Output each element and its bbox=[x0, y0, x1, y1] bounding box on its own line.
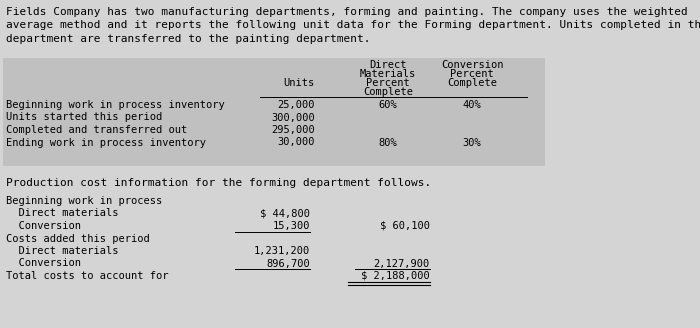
Text: Completed and transferred out: Completed and transferred out bbox=[6, 125, 188, 135]
Text: Direct: Direct bbox=[370, 60, 407, 70]
Text: Complete: Complete bbox=[447, 78, 497, 88]
Text: Materials: Materials bbox=[360, 69, 416, 79]
Text: 60%: 60% bbox=[379, 100, 398, 110]
Text: 1,231,200: 1,231,200 bbox=[253, 246, 310, 256]
Text: 15,300: 15,300 bbox=[272, 221, 310, 231]
Text: Conversion: Conversion bbox=[441, 60, 503, 70]
Text: Beginning work in process: Beginning work in process bbox=[6, 196, 162, 206]
Text: Complete: Complete bbox=[363, 87, 413, 97]
Text: 30,000: 30,000 bbox=[277, 137, 315, 148]
Text: $ 60,100: $ 60,100 bbox=[380, 221, 430, 231]
Text: Conversion: Conversion bbox=[6, 258, 81, 269]
Text: Direct materials: Direct materials bbox=[6, 246, 118, 256]
Text: 25,000: 25,000 bbox=[277, 100, 315, 110]
Text: $ 2,188,000: $ 2,188,000 bbox=[361, 271, 430, 281]
Text: Beginning work in process inventory: Beginning work in process inventory bbox=[6, 100, 225, 110]
Text: 300,000: 300,000 bbox=[272, 113, 315, 122]
Text: Total costs to account for: Total costs to account for bbox=[6, 271, 169, 281]
Text: average method and it reports the following unit data for the Forming department: average method and it reports the follow… bbox=[6, 20, 700, 31]
Text: 40%: 40% bbox=[463, 100, 482, 110]
Text: 80%: 80% bbox=[379, 137, 398, 148]
Text: $ 44,800: $ 44,800 bbox=[260, 209, 310, 218]
Text: department are transferred to the painting department.: department are transferred to the painti… bbox=[6, 34, 370, 44]
Text: 896,700: 896,700 bbox=[266, 258, 310, 269]
Text: Units started this period: Units started this period bbox=[6, 113, 162, 122]
Bar bbox=[3, 58, 545, 166]
Text: Fields Company has two manufacturing departments, forming and painting. The comp: Fields Company has two manufacturing dep… bbox=[6, 7, 687, 17]
Text: Ending work in process inventory: Ending work in process inventory bbox=[6, 137, 206, 148]
Text: Percent: Percent bbox=[450, 69, 494, 79]
Text: Percent: Percent bbox=[366, 78, 410, 88]
Text: Direct materials: Direct materials bbox=[6, 209, 118, 218]
Text: Conversion: Conversion bbox=[6, 221, 81, 231]
Text: 2,127,900: 2,127,900 bbox=[374, 258, 430, 269]
Text: Production cost information for the forming department follows.: Production cost information for the form… bbox=[6, 178, 431, 188]
Text: 295,000: 295,000 bbox=[272, 125, 315, 135]
Text: 30%: 30% bbox=[463, 137, 482, 148]
Text: Units: Units bbox=[284, 78, 315, 88]
Text: Costs added this period: Costs added this period bbox=[6, 234, 150, 243]
